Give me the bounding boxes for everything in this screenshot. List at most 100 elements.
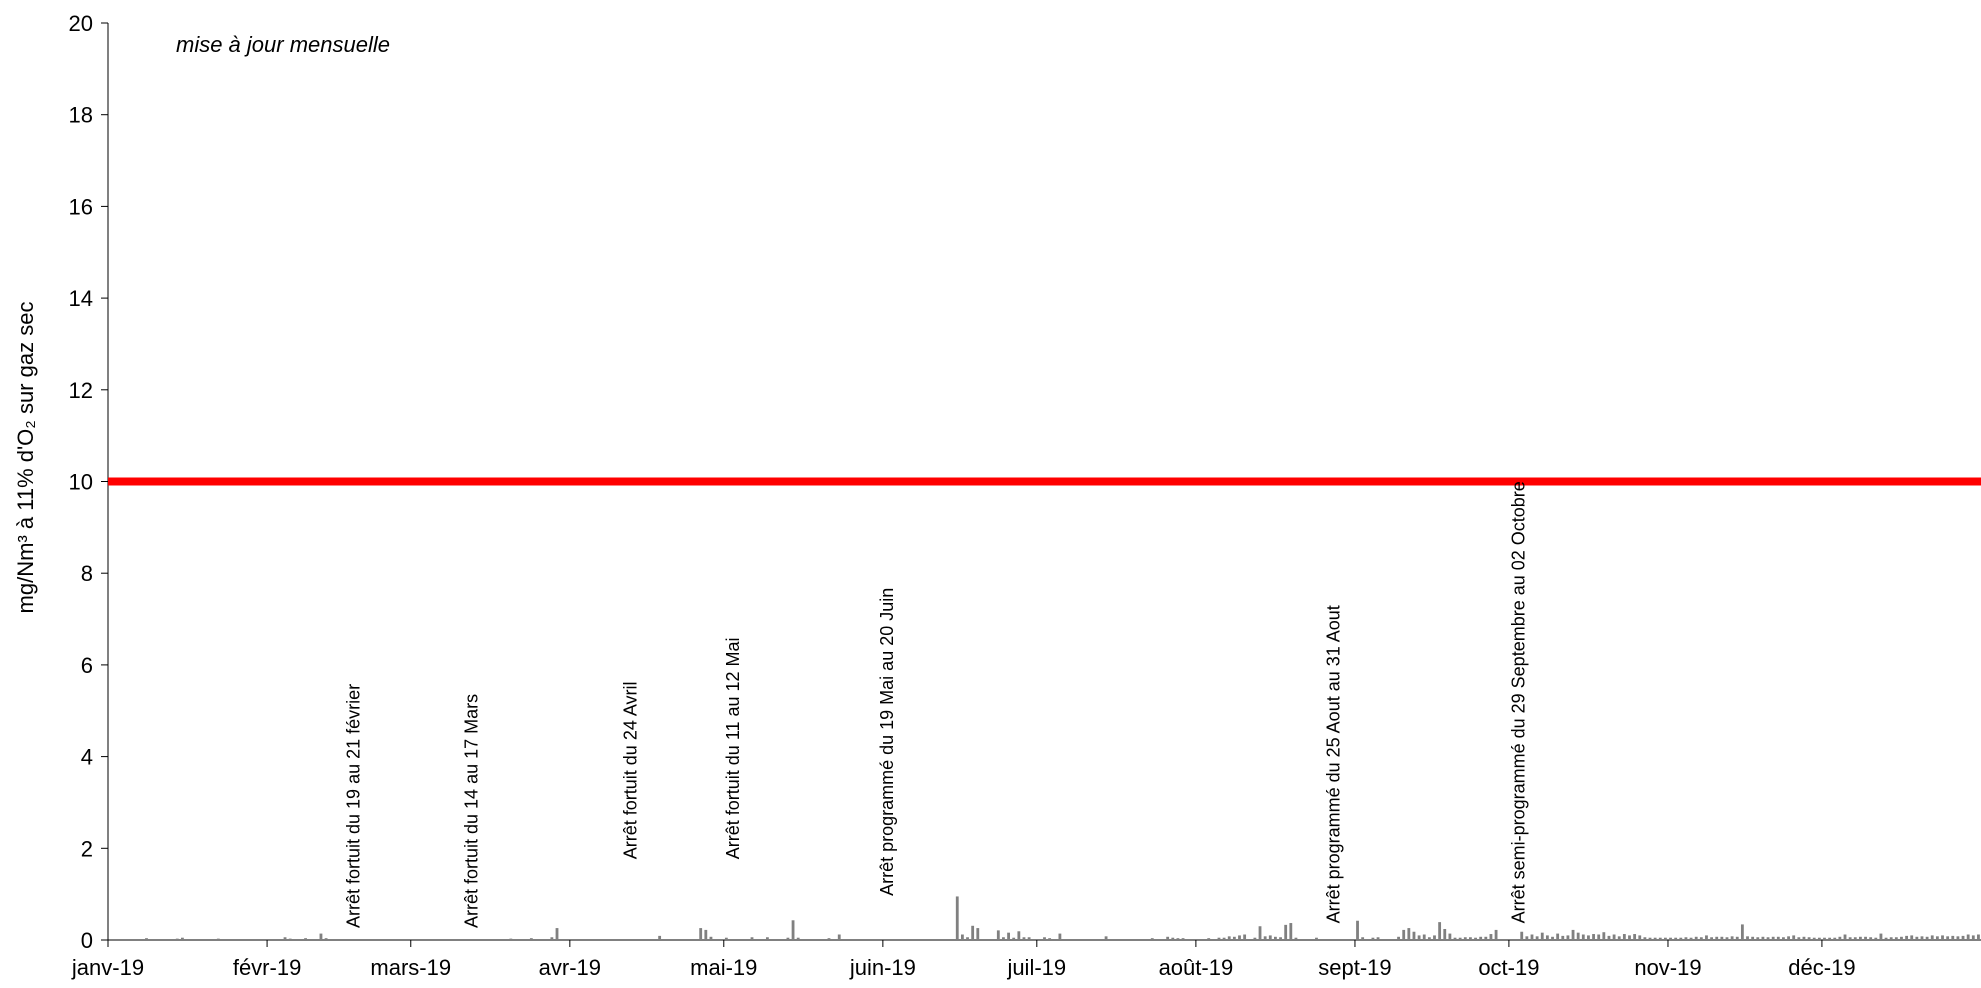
bar [960,934,964,940]
bar [1843,934,1847,940]
x-ticks: janv-19 févr-19 mars-19 avr-19 mai-19 juin-19… [71,940,1856,980]
bar [1397,936,1400,940]
bar [786,937,790,940]
bar [1925,936,1929,940]
bar [1284,924,1288,940]
bar [1817,937,1821,940]
bar [1258,926,1262,940]
annotation-label: Arrêt programmé du 19 Mai au 20 Juin [877,588,897,896]
bar [1894,937,1898,940]
bar [837,934,841,940]
bar [529,938,533,940]
bar [1766,937,1770,940]
bar [1905,935,1909,940]
bar [1217,937,1221,940]
bar [1433,935,1436,940]
bar [1371,937,1375,940]
bar [1274,936,1277,940]
bar [1058,933,1062,940]
bar [1479,936,1483,940]
y-tick-label: 18 [69,103,93,128]
bar [1592,934,1595,940]
bar [1740,924,1744,940]
y-tick-label: 16 [69,194,93,219]
y-axis-label: mg/Nm³ à 11% d'O₂ sur gaz sec [13,302,38,614]
bar [1525,936,1529,940]
bar [319,933,323,940]
bar [1263,936,1267,940]
bar [1587,935,1590,940]
bar [1048,938,1052,940]
bar [1797,937,1801,940]
bar [1181,938,1185,940]
bar [1628,935,1631,940]
bar [1730,936,1734,940]
bar [555,928,559,940]
bar [1376,937,1380,940]
bar [1294,937,1298,940]
bar [324,938,328,940]
bar [1848,937,1852,940]
bar [1715,936,1719,940]
bar [1951,935,1955,940]
bar [1746,936,1749,940]
bar [1407,928,1411,940]
annotation-label: Arrêt fortuit du 24 Avril [621,681,641,859]
bar [996,930,1000,940]
bar [1694,936,1698,940]
bar [1633,934,1637,940]
bar [1022,937,1026,940]
bar [304,938,307,940]
bar [1751,936,1755,940]
bar [1104,936,1108,940]
bar [1864,936,1867,940]
bar [1402,929,1406,940]
bar [1771,936,1775,940]
bar [1422,934,1426,940]
update-note: mise à jour mensuelle [176,32,390,57]
bar [1002,937,1005,940]
bar [288,938,292,940]
bar [1658,937,1662,940]
bar [1699,937,1703,940]
bar [1458,937,1462,940]
bar [1910,935,1914,940]
bar [1776,936,1780,940]
x-tick-label: févr-19 [233,955,301,980]
bar [796,937,800,940]
bar [1971,935,1975,940]
annotation-label: Arrêt fortuit du 14 au 17 Mars [461,694,481,928]
bar [1171,937,1175,940]
x-tick-label: déc-19 [1788,955,1855,980]
annotation-label: Arrêt semi-programmé du 29 Septembre au … [1508,481,1528,923]
y-tick-label: 12 [69,378,93,403]
bar [1874,937,1878,940]
bar [750,937,754,940]
bar [791,920,795,940]
bar [509,938,513,940]
bar [1238,935,1241,940]
y-tick-label: 8 [81,561,93,586]
bar [1812,937,1816,940]
bar [1566,935,1570,940]
annotation-label: Arrêt fortuit du 19 au 21 février [343,684,363,928]
bar [1679,937,1683,940]
bar [765,937,769,940]
bar [550,937,554,940]
bar [1289,923,1293,940]
bar [1720,936,1724,940]
x-tick-label: juin-19 [849,955,916,980]
bar [1463,937,1467,940]
bar [1941,935,1944,940]
bar [1438,922,1442,940]
bar [1935,936,1939,940]
bar [1669,937,1672,940]
bar [1551,936,1554,940]
bar [1315,937,1318,940]
bar [699,928,703,940]
bar [1853,937,1857,940]
bar [1469,937,1472,940]
annotation-label: Arrêt programmé du 25 Aout au 31 Aout [1324,605,1344,923]
bar [1356,920,1359,940]
annotations: Arrêt fortuit du 19 au 21 février Arrêt f… [343,481,1528,928]
